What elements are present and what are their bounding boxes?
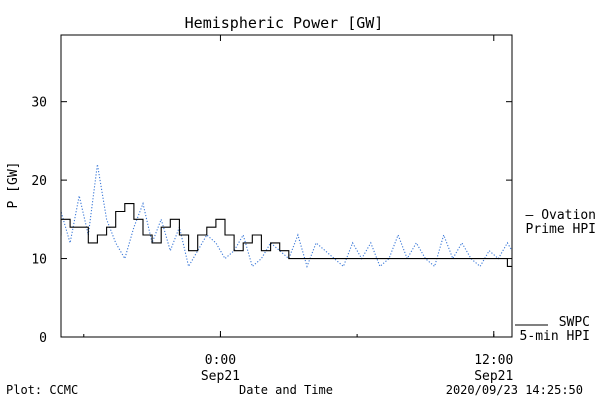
y-tick-label: 0 bbox=[39, 331, 47, 346]
x-tick-date-label: Sep21 bbox=[201, 369, 240, 384]
x-axis-ticks: 0:00Sep2112:00Sep210:00Sep2212:00Sep220:… bbox=[83, 35, 513, 384]
y-axis-label: P [GW] bbox=[6, 162, 21, 209]
x-tick-time-label: 0:00 bbox=[205, 353, 236, 368]
y-axis-ticks: 0 10 20 30 bbox=[31, 96, 512, 346]
plot-credit: Plot: CCMC bbox=[6, 383, 78, 397]
legend-ovation-line-1: — Ovation bbox=[526, 208, 596, 223]
x-axis-label: Date and Time bbox=[239, 383, 333, 397]
legend-swpc-line-2: 5-min HPI bbox=[520, 329, 590, 344]
legend-ovation: — Ovation Prime HPI bbox=[526, 208, 596, 237]
swpc-series-line bbox=[61, 203, 512, 267]
plot-area bbox=[61, 164, 512, 269]
y-tick-label: 10 bbox=[31, 253, 47, 268]
x-tick-time-label: 12:00 bbox=[474, 353, 513, 368]
legend-ovation-line-2: Prime HPI bbox=[526, 222, 596, 237]
plot-frame bbox=[60, 34, 513, 338]
x-tick-date-label: Sep21 bbox=[474, 369, 513, 384]
y-tick-label: 20 bbox=[31, 174, 47, 189]
y-tick-label: 30 bbox=[31, 96, 47, 111]
chart-title: Hemispheric Power [GW] bbox=[185, 14, 384, 32]
plot-timestamp: 2020/09/23 14:25:50 bbox=[446, 383, 583, 397]
legend-swpc-line-1: SWPC bbox=[559, 315, 590, 330]
legend-swpc: SWPC 5-min HPI bbox=[515, 315, 590, 344]
